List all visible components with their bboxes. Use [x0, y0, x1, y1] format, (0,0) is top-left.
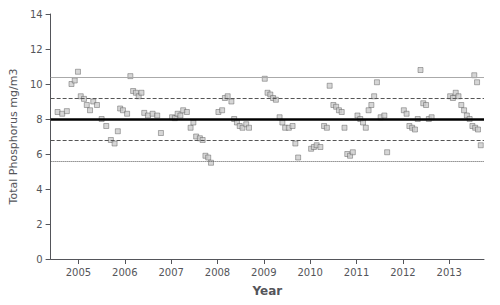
svg-text:2009: 2009	[251, 267, 276, 278]
svg-text:2007: 2007	[158, 267, 183, 278]
svg-text:Year: Year	[251, 284, 282, 298]
svg-text:4: 4	[36, 184, 42, 195]
svg-text:10: 10	[30, 79, 43, 90]
svg-text:2006: 2006	[112, 267, 137, 278]
svg-text:14: 14	[30, 9, 43, 20]
svg-text:2013: 2013	[437, 267, 462, 278]
svg-text:2010: 2010	[297, 267, 322, 278]
svg-text:2012: 2012	[390, 267, 415, 278]
svg-text:0: 0	[36, 254, 42, 265]
svg-text:6: 6	[36, 149, 42, 160]
svg-text:2: 2	[36, 219, 42, 230]
svg-text:12: 12	[30, 44, 43, 55]
svg-text:2005: 2005	[66, 267, 91, 278]
svg-text:8: 8	[36, 114, 42, 125]
svg-text:2008: 2008	[205, 267, 230, 278]
svg-text:Total Phosphorus mg/m3: Total Phosphorus mg/m3	[7, 69, 20, 206]
svg-text:2011: 2011	[344, 267, 369, 278]
